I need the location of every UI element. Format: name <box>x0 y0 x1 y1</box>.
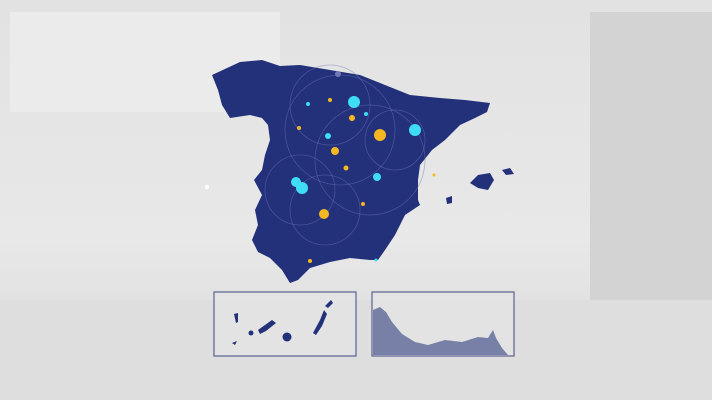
mallorca <box>470 173 494 190</box>
yellow-dots <box>297 98 436 263</box>
map-dot <box>319 209 329 219</box>
sparkle-dot <box>205 185 209 189</box>
map-dot <box>432 173 436 177</box>
coverage-circle <box>364 109 426 171</box>
map-dot-purple <box>335 71 341 77</box>
fuerteventura <box>313 310 327 335</box>
inset-coastline <box>373 307 508 355</box>
coverage-circles <box>264 64 426 246</box>
ibiza <box>446 196 452 204</box>
map-dot <box>374 258 378 262</box>
la-gomera <box>248 330 254 336</box>
gran-canaria <box>282 332 292 342</box>
map-dot <box>373 173 381 181</box>
map-dot <box>364 112 368 116</box>
bg-panel-right <box>590 12 712 302</box>
map-dot <box>409 124 421 136</box>
map-dot <box>374 129 386 141</box>
map-dot <box>325 133 331 139</box>
map-dot <box>308 259 312 263</box>
map-dot <box>343 165 349 171</box>
canary-islands-inset <box>213 291 357 357</box>
lanzarote <box>325 300 333 308</box>
menorca <box>502 168 514 175</box>
map-dot <box>296 182 308 194</box>
map-dot <box>297 126 301 130</box>
cyan-dots <box>291 96 421 262</box>
map-dot <box>328 98 332 102</box>
map-dot <box>306 102 310 106</box>
map-dot <box>361 202 365 206</box>
map-dot <box>348 96 360 108</box>
tenerife <box>258 320 276 334</box>
mainland-spain <box>212 60 490 283</box>
north-africa-inset <box>371 291 515 357</box>
el-hierro <box>232 341 237 345</box>
coverage-circle <box>289 174 361 246</box>
coverage-circle <box>264 154 336 226</box>
la-palma <box>234 313 238 323</box>
map-dot <box>349 115 355 121</box>
coverage-circle <box>314 104 426 216</box>
map-dot <box>331 147 339 155</box>
